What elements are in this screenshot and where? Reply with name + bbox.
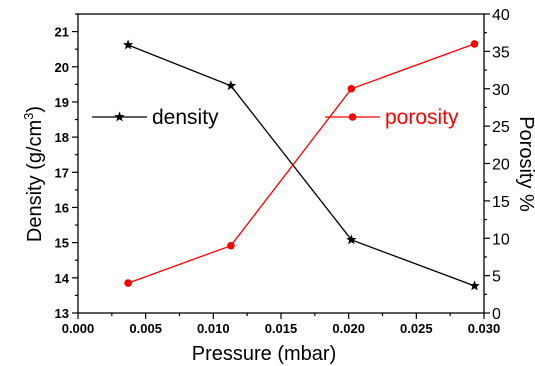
- right-y-axis-ticks: 0 5 10 15 20 25 30 35 40: [484, 7, 510, 323]
- left-y-tick-label: 17: [55, 165, 69, 180]
- left-y-tick-label: 21: [55, 25, 69, 40]
- left-y-axis-title-end: ): [24, 106, 46, 113]
- right-y-tick-label: 20: [492, 157, 510, 174]
- left-y-axis-ticks: 13 14 15 16 17 18 19 20 21: [55, 13, 78, 321]
- x-tick-label: 0.025: [400, 321, 433, 336]
- x-axis-ticks: 0.000 0.005 0.010 0.015 0.020 0.025 0.030: [62, 313, 501, 336]
- right-y-tick-label: 10: [492, 231, 510, 248]
- porosity-legend-label: porosity: [385, 106, 459, 129]
- density-data-point: [346, 234, 357, 245]
- right-y-tick-label: 40: [492, 7, 510, 24]
- porosity-series-line: [127, 43, 475, 284]
- right-y-tick-label: 15: [492, 194, 510, 211]
- density-series-line: [127, 44, 475, 287]
- left-y-tick-label: 15: [55, 236, 69, 251]
- x-tick-label: 0.030: [468, 321, 501, 336]
- left-y-axis-title-main: Density (g/cm: [24, 120, 46, 242]
- porosity-data-point: [227, 241, 235, 250]
- right-y-tick-label: 35: [492, 44, 510, 61]
- porosity-data-point: [347, 84, 356, 93]
- left-y-tick-label: 16: [55, 200, 69, 215]
- left-y-tick-label: 19: [55, 95, 69, 110]
- right-y-tick-label: 25: [492, 119, 510, 136]
- left-y-tick-label: 14: [55, 271, 70, 286]
- density-data-point: [122, 39, 134, 50]
- porosity-data-point: [124, 279, 132, 287]
- left-y-tick-label: 18: [55, 130, 69, 145]
- x-tick-label: 0.020: [332, 321, 365, 336]
- x-tick-label: 0.015: [265, 321, 298, 336]
- x-tick-label: 0.000: [62, 321, 95, 336]
- porosity-data-point: [470, 40, 479, 48]
- x-tick-label: 0.005: [129, 321, 162, 336]
- left-y-axis-title-superscript: 3: [21, 113, 36, 120]
- x-axis-title: Pressure (mbar): [192, 343, 336, 365]
- legend: density porosity: [92, 106, 459, 129]
- series-layer: [122, 39, 480, 291]
- left-y-tick-label: 13: [55, 306, 69, 321]
- right-y-tick-label: 0: [492, 306, 501, 323]
- density-legend-marker: [114, 111, 125, 122]
- x-tick-label: 0.010: [197, 321, 230, 336]
- right-y-tick-label: 30: [492, 82, 510, 99]
- right-y-axis-title: Porosity %: [515, 116, 535, 212]
- left-y-axis-title: Density (g/cm3): [21, 106, 46, 242]
- plot-frame: [77, 13, 485, 314]
- density-data-point: [225, 80, 237, 91]
- density-legend-label: density: [152, 106, 219, 129]
- right-y-tick-label: 5: [492, 269, 501, 286]
- left-y-tick-label: 20: [55, 60, 69, 75]
- porosity-legend-marker: [348, 113, 357, 121]
- density-data-point: [469, 280, 480, 291]
- plot-border: [77, 13, 485, 314]
